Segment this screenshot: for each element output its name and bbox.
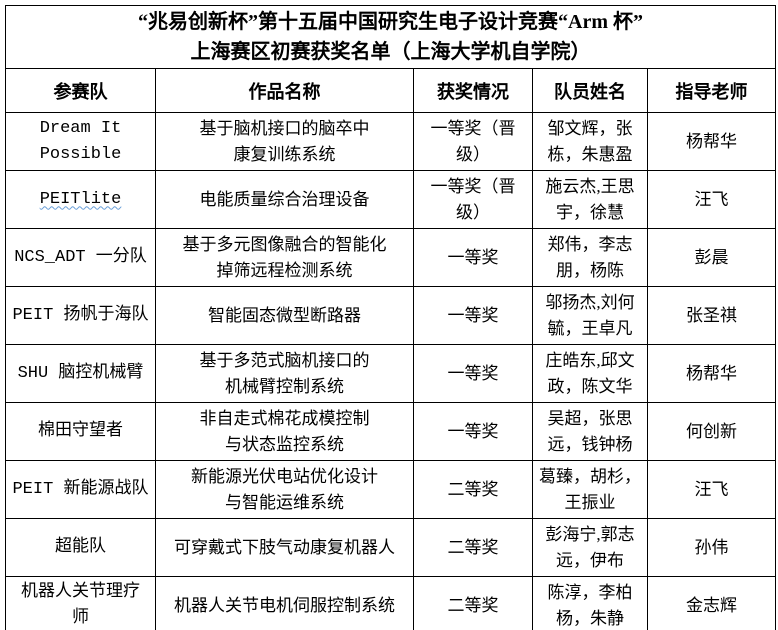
project-cell: 智能固态微型断路器 [155, 286, 414, 345]
project-cell: 基于多范式脑机接口的 机械臂控制系统 [155, 344, 414, 403]
header-row: 参赛队 作品名称 获奖情况 队员姓名 指导老师 [5, 68, 777, 113]
award-cell: 一等奖 [413, 228, 533, 287]
table-row: PEIT 新能源战队 新能源光伏电站优化设计 与智能运维系统 二等奖 葛臻，胡杉… [5, 460, 777, 519]
table-row: SHU 脑控机械臂 基于多范式脑机接口的 机械臂控制系统 一等奖 庄皓东,邱文 … [5, 344, 777, 403]
team-cell: 超能队 [5, 518, 156, 577]
teacher-cell: 孙伟 [646, 518, 777, 577]
teacher-cell: 汪飞 [646, 170, 777, 229]
project-cell: 电能质量综合治理设备 [155, 170, 414, 229]
teacher-cell: 张圣祺 [646, 286, 777, 345]
spellcheck-underlined-text: PEITlite [39, 189, 122, 209]
award-cell: 二等奖 [413, 576, 533, 630]
table-row: 超能队 可穿戴式下肢气动康复机器人 二等奖 彭海宁,郭志 远，伊布 孙伟 [5, 518, 777, 577]
document-page: “兆易创新杯”第十五届中国研究生电子设计竞赛“Arm 杯” 上海赛区初赛获奖名单… [0, 5, 778, 630]
project-cell: 非自走式棉花成模控制 与状态监控系统 [155, 402, 414, 461]
members-cell: 庄皓东,邱文 政，陈文华 [532, 344, 648, 403]
members-cell: 彭海宁,郭志 远，伊布 [532, 518, 648, 577]
members-cell: 施云杰,王思 宇，徐慧 [532, 170, 648, 229]
team-cell: Dream It Possible [5, 112, 156, 171]
project-cell: 机器人关节电机伺服控制系统 [155, 576, 414, 630]
members-cell: 邹文辉，张 栋，朱惠盈 [532, 112, 648, 171]
teacher-cell: 彭晨 [646, 228, 777, 287]
award-cell: 一等奖 [413, 402, 533, 461]
award-cell: 一等奖 [413, 344, 533, 403]
project-cell: 新能源光伏电站优化设计 与智能运维系统 [155, 460, 414, 519]
project-cell: 基于脑机接口的脑卒中 康复训练系统 [155, 112, 414, 171]
team-cell: SHU 脑控机械臂 [5, 344, 156, 403]
teacher-cell: 何创新 [646, 402, 777, 461]
teacher-cell: 杨帮华 [646, 344, 777, 403]
award-cell: 二等奖 [413, 518, 533, 577]
award-cell: 一等奖 [413, 286, 533, 345]
award-cell: 一等奖（晋 级） [413, 170, 533, 229]
members-cell: 葛臻，胡杉， 王振业 [532, 460, 648, 519]
title-line2: 上海赛区初赛获奖名单（上海大学机自学院） [190, 41, 591, 63]
members-cell: 吴超，张思 远，钱钟杨 [532, 402, 648, 461]
table-row: 棉田守望者 非自走式棉花成模控制 与状态监控系统 一等奖 吴超，张思 远，钱钟杨… [5, 402, 777, 461]
team-cell: PEIT 扬帆于海队 [5, 286, 156, 345]
column-header-team: 参赛队 [5, 68, 156, 113]
column-header-teacher: 指导老师 [646, 68, 777, 113]
table-row: 机器人关节理疗 师 机器人关节电机伺服控制系统 二等奖 陈淳，李柏 杨，朱静 金… [5, 576, 777, 630]
award-cell: 一等奖（晋 级） [413, 112, 533, 171]
members-cell: 郑伟，李志 朋，杨陈 [532, 228, 648, 287]
column-header-project: 作品名称 [155, 68, 414, 113]
team-cell: 棉田守望者 [5, 402, 156, 461]
page-title: “兆易创新杯”第十五届中国研究生电子设计竞赛“Arm 杯” 上海赛区初赛获奖名单… [4, 5, 777, 69]
teacher-cell: 汪飞 [646, 460, 777, 519]
title-row: “兆易创新杯”第十五届中国研究生电子设计竞赛“Arm 杯” 上海赛区初赛获奖名单… [4, 5, 777, 69]
table-row: NCS_ADT 一分队 基于多元图像融合的智能化 掉筛远程检测系统 一等奖 郑伟… [5, 228, 777, 287]
project-cell: 可穿戴式下肢气动康复机器人 [155, 518, 414, 577]
project-cell: 基于多元图像融合的智能化 掉筛远程检测系统 [155, 228, 414, 287]
team-cell: NCS_ADT 一分队 [5, 228, 156, 287]
column-header-award: 获奖情况 [413, 68, 533, 113]
team-cell: PEIT 新能源战队 [5, 460, 156, 519]
title-line1: “兆易创新杯”第十五届中国研究生电子设计竞赛“Arm 杯” [138, 11, 644, 33]
table-row: PEITlite 电能质量综合治理设备 一等奖（晋 级） 施云杰,王思 宇，徐慧… [5, 170, 777, 229]
award-table: “兆易创新杯”第十五届中国研究生电子设计竞赛“Arm 杯” 上海赛区初赛获奖名单… [4, 5, 777, 630]
members-cell: 邬扬杰,刘何 毓，王卓凡 [532, 286, 648, 345]
teacher-cell: 金志辉 [646, 576, 777, 630]
table-row: Dream It Possible 基于脑机接口的脑卒中 康复训练系统 一等奖（… [5, 112, 777, 171]
table-row: PEIT 扬帆于海队 智能固态微型断路器 一等奖 邬扬杰,刘何 毓，王卓凡 张圣… [5, 286, 777, 345]
team-cell: 机器人关节理疗 师 [5, 576, 156, 630]
team-cell: PEITlite [5, 170, 156, 229]
column-header-members: 队员姓名 [532, 68, 648, 113]
teacher-cell: 杨帮华 [646, 112, 777, 171]
award-cell: 二等奖 [413, 460, 533, 519]
members-cell: 陈淳，李柏 杨，朱静 [532, 576, 648, 630]
